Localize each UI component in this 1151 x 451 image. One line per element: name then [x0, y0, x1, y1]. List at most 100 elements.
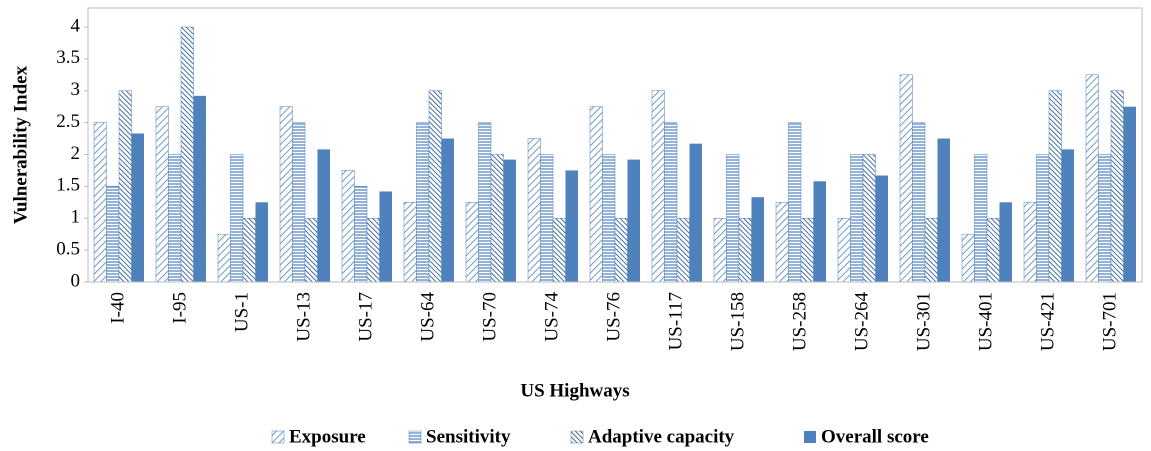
- bar: [168, 154, 182, 283]
- bar: [565, 170, 578, 282]
- bar: [279, 106, 293, 283]
- y-tick-label: 4: [71, 15, 81, 36]
- bar: [689, 143, 702, 282]
- bar: [602, 154, 616, 283]
- bar: [131, 133, 144, 282]
- bar: [627, 159, 640, 282]
- y-tick-label: 3.5: [56, 47, 80, 68]
- bar: [589, 106, 603, 283]
- bar: [527, 138, 541, 283]
- x-tick-label: US-401: [975, 292, 996, 351]
- x-axis-title: US Highways: [520, 380, 629, 401]
- legend-swatch: [570, 430, 584, 444]
- bar: [813, 181, 826, 282]
- x-tick-label: US-301: [913, 292, 934, 351]
- bar: [1061, 149, 1074, 282]
- bar: [651, 90, 665, 283]
- bar: [416, 122, 430, 283]
- legend-label: Exposure: [289, 426, 366, 447]
- y-tick-label: 0: [71, 270, 81, 291]
- x-tick-label: US-17: [355, 292, 376, 342]
- y-tick-label: 0.5: [56, 238, 80, 259]
- legend-label: Adaptive capacity: [588, 426, 735, 447]
- bar: [676, 218, 690, 283]
- bar: [1098, 154, 1112, 283]
- bar: [155, 106, 169, 283]
- y-tick-label: 2.5: [56, 111, 80, 132]
- y-tick-label: 1.5: [56, 175, 80, 196]
- bar: [366, 218, 380, 283]
- bar: [924, 218, 938, 283]
- bar: [317, 149, 330, 282]
- bar: [899, 74, 913, 283]
- bar: [738, 218, 752, 283]
- x-tick-label: US-76: [603, 292, 624, 342]
- bar: [93, 122, 107, 283]
- bar: [552, 218, 566, 283]
- bar: [217, 233, 231, 283]
- bar: [465, 202, 479, 283]
- bar: [503, 159, 516, 282]
- y-tick-label: 2: [71, 143, 81, 164]
- bar: [1110, 90, 1124, 283]
- x-tick-label: US-158: [727, 292, 748, 351]
- bar: [1023, 202, 1037, 283]
- x-tick-label: US-13: [293, 292, 314, 342]
- y-tick-label: 1: [71, 207, 81, 228]
- bar: [751, 197, 764, 282]
- bar: [1123, 106, 1136, 282]
- bar: [230, 154, 244, 283]
- bar: [912, 122, 926, 283]
- bar: [850, 154, 864, 283]
- bar: [986, 218, 1000, 283]
- x-tick-label: US-258: [789, 292, 810, 351]
- bar: [490, 154, 504, 283]
- x-tick-label: I-40: [107, 292, 128, 324]
- x-tick-label: US-421: [1037, 292, 1058, 351]
- bar: [478, 122, 492, 283]
- legend-swatch: [271, 430, 285, 444]
- bar: [403, 202, 417, 283]
- legend-label: Overall score: [821, 426, 929, 447]
- bar: [180, 26, 194, 283]
- bar: [999, 202, 1012, 282]
- x-tick-label: US-117: [665, 292, 686, 350]
- bar: [614, 218, 628, 283]
- bar: [937, 138, 950, 282]
- bar: [193, 95, 206, 282]
- bar: [961, 233, 975, 283]
- bar: [1036, 154, 1050, 283]
- bar: [837, 218, 851, 283]
- legend-swatch: [408, 430, 422, 444]
- bar: [341, 170, 355, 283]
- bar: [1085, 74, 1099, 283]
- legend-label: Sensitivity: [426, 426, 511, 447]
- y-tick-label: 3: [71, 79, 81, 100]
- x-tick-label: US-264: [851, 292, 872, 352]
- bar: [875, 175, 888, 282]
- bar: [800, 218, 814, 283]
- bar: [354, 186, 368, 283]
- bar: [255, 202, 268, 282]
- x-tick-label: US-70: [479, 292, 500, 342]
- bar: [292, 122, 306, 283]
- bar: [726, 154, 740, 283]
- bar: [428, 90, 442, 283]
- bar: [106, 186, 120, 283]
- bar: [118, 90, 132, 283]
- bar: [974, 154, 988, 283]
- bar: [664, 122, 678, 283]
- x-tick-label: I-95: [169, 292, 190, 324]
- bar: [862, 154, 876, 283]
- bar: [304, 218, 318, 283]
- x-tick-label: US-1: [231, 292, 252, 332]
- bar: [1048, 90, 1062, 283]
- x-tick-label: US-64: [417, 292, 438, 342]
- bar: [540, 154, 554, 283]
- bar: [788, 122, 802, 283]
- y-axis-title: Vulnerability Index: [10, 65, 31, 224]
- bar: [242, 218, 256, 283]
- bar: [713, 218, 727, 283]
- x-tick-label: US-74: [541, 292, 562, 342]
